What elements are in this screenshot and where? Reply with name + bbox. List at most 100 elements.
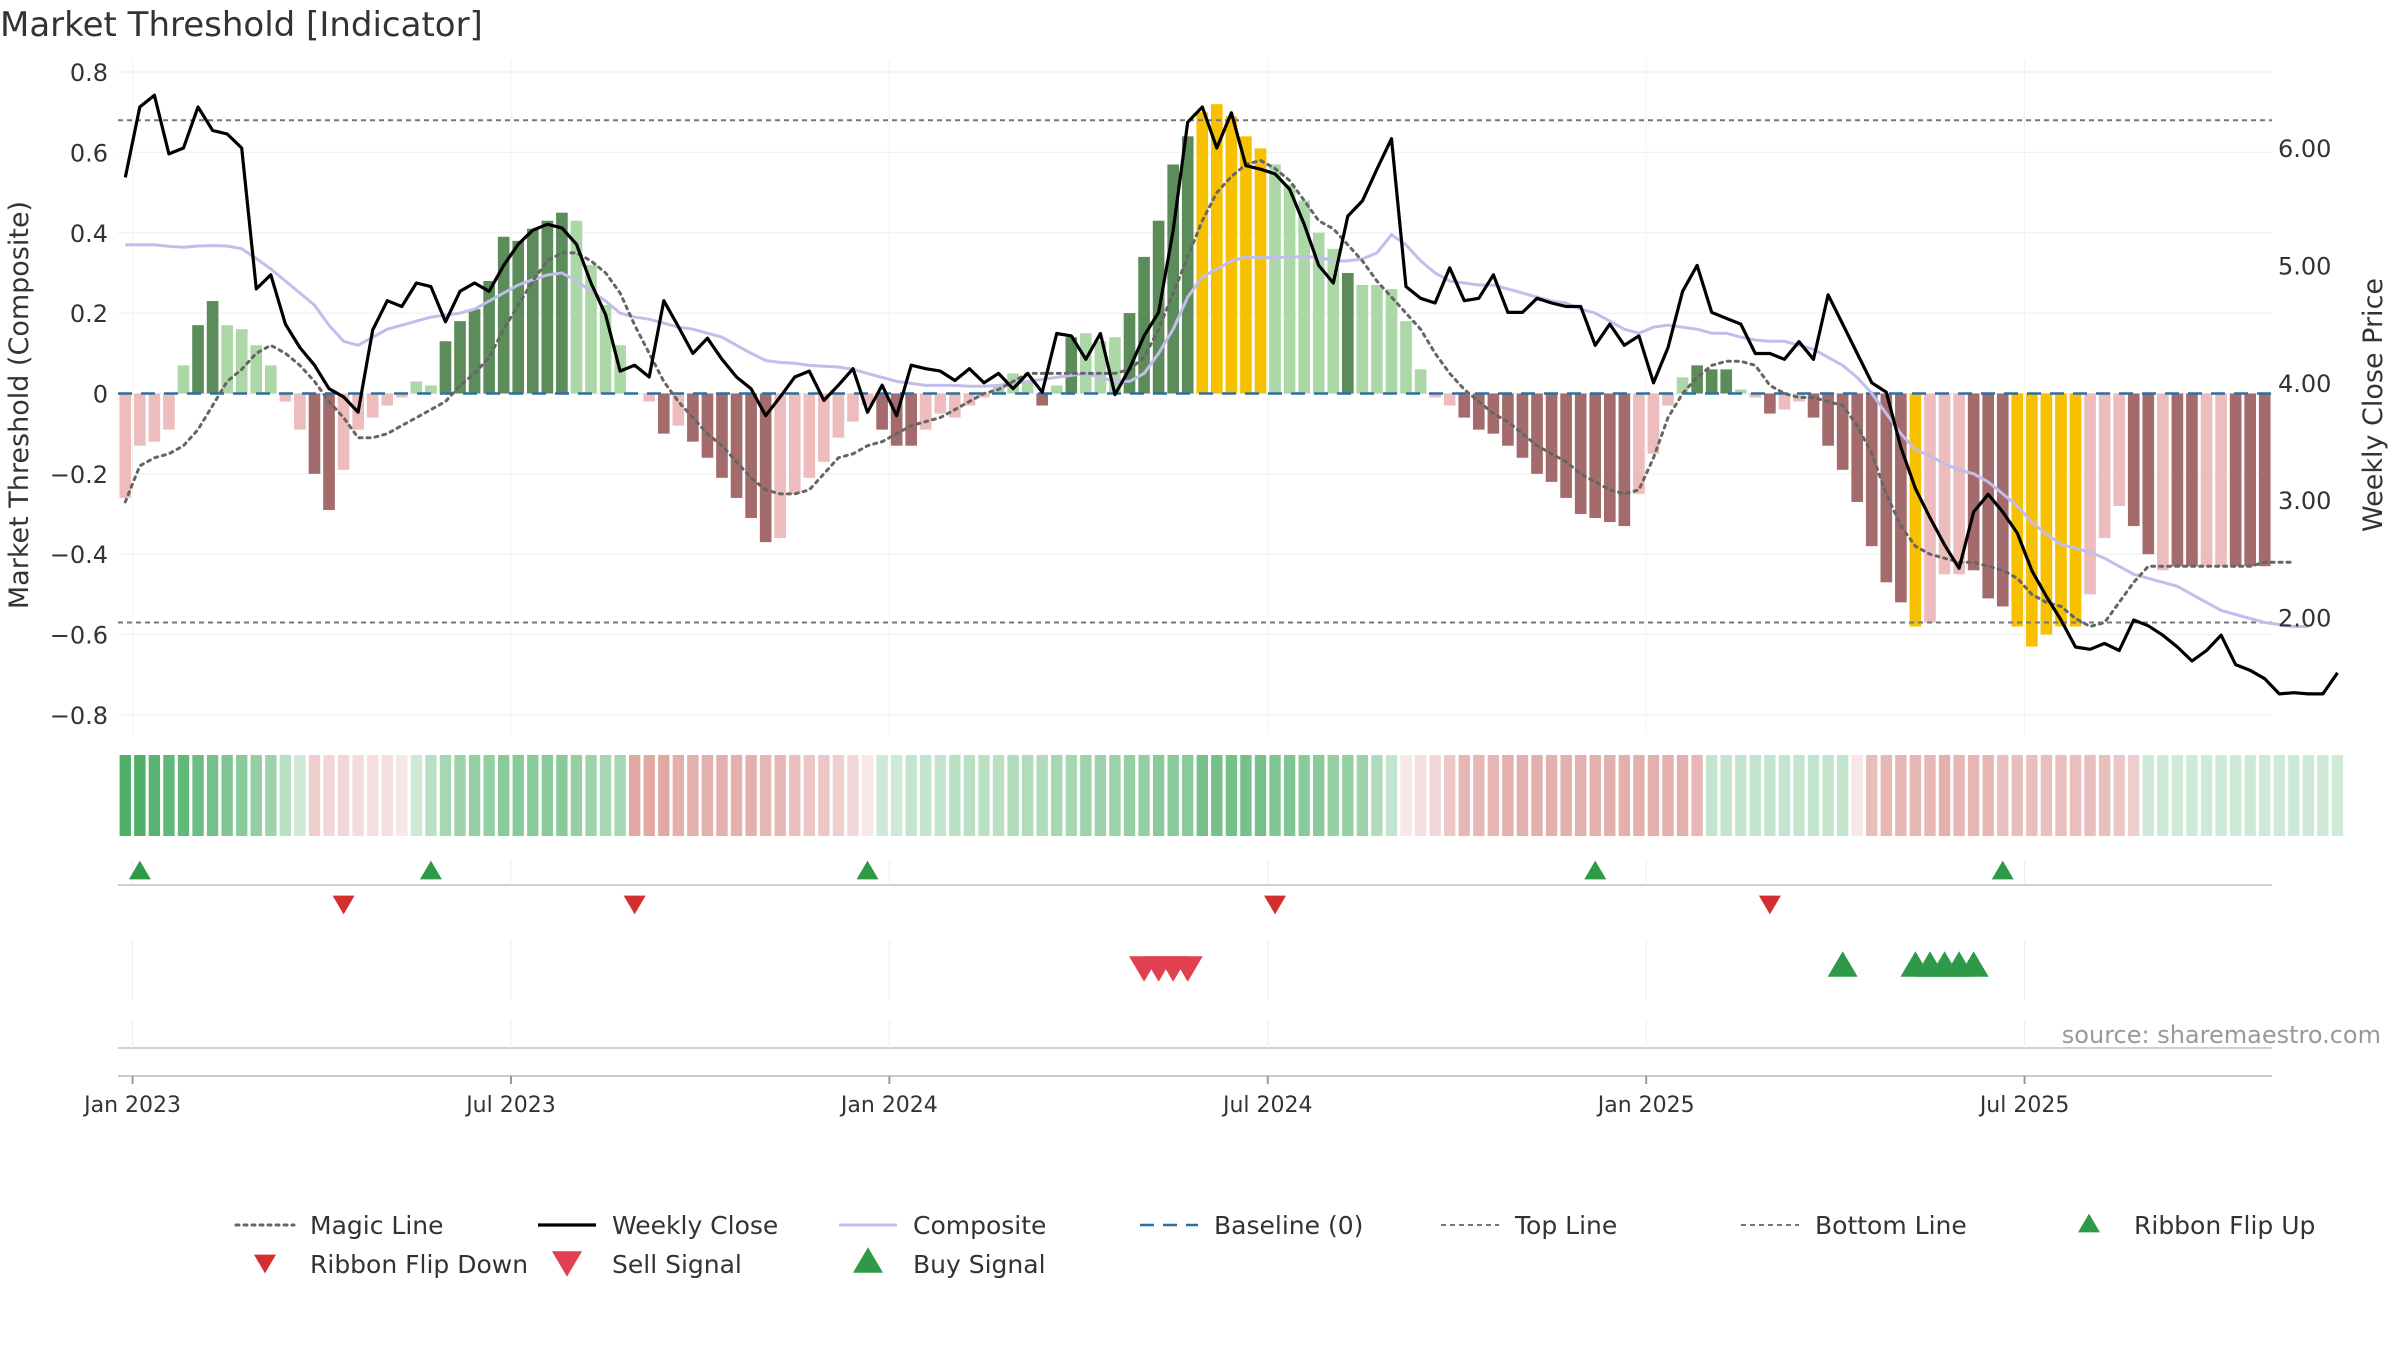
composite-bar <box>847 393 859 422</box>
left-tick-label: 0.6 <box>70 139 108 167</box>
ribbon-cell <box>1924 755 1936 836</box>
ribbon-cell <box>949 755 961 836</box>
composite-bar <box>163 393 175 430</box>
right-tick-label: 3.00 <box>2278 487 2331 515</box>
left-tick-label: −0.8 <box>50 702 108 730</box>
ribbon-cell <box>1487 755 1500 836</box>
ribbon-cell <box>1342 755 1354 836</box>
composite-bar <box>2258 393 2271 567</box>
legend-swatch <box>2078 1213 2100 1233</box>
ribbon-cell <box>1735 755 1747 836</box>
composite-bar <box>1472 393 1485 430</box>
ribbon-cell <box>541 755 554 836</box>
ribbon-cell <box>2011 755 2023 836</box>
legend-swatch <box>254 1254 276 1274</box>
ribbon-cell <box>221 755 233 836</box>
ribbon-cell <box>1836 755 1849 836</box>
right-tick-label: 4.00 <box>2278 370 2331 398</box>
composite-bar <box>905 393 918 446</box>
ribbon-cell <box>367 755 379 836</box>
ribbon-flip-up-marker <box>856 860 879 880</box>
composite-bar <box>1080 333 1092 394</box>
composite-bar <box>832 393 845 438</box>
legend-label: Baseline (0) <box>1214 1211 1363 1240</box>
legend-item: Magic Line <box>234 1211 444 1240</box>
composite-bar <box>1065 337 1078 394</box>
legend-swatch <box>853 1247 883 1273</box>
chart-title: Market Threshold [Indicator] <box>0 5 483 45</box>
legend-swatch <box>552 1251 582 1277</box>
composite-bar <box>1429 393 1441 398</box>
composite-bar <box>2171 393 2184 567</box>
ribbon-cell <box>1065 755 1077 836</box>
ribbon-cell <box>978 755 990 836</box>
composite-bar <box>454 321 466 394</box>
composite-bar <box>148 393 161 442</box>
legend-item: Sell Signal <box>552 1250 742 1279</box>
buy-signal-marker <box>1827 951 1858 977</box>
composite-bar <box>308 393 321 474</box>
ribbon-cell <box>1938 755 1951 836</box>
ribbon-cell <box>1516 755 1529 836</box>
ribbon-cell <box>1749 755 1761 836</box>
ribbon-cell <box>2229 755 2242 836</box>
composite-bar <box>1211 104 1223 394</box>
composite-bar <box>323 393 335 510</box>
ribbon-cell <box>701 755 714 836</box>
ribbon-cell <box>1152 755 1165 836</box>
composite-bar <box>294 393 306 430</box>
legend-item: Ribbon Flip Down <box>254 1250 528 1279</box>
composite-bar <box>1531 393 1543 474</box>
x-tick-label: Jul 2025 <box>1978 1093 2070 1118</box>
right-axis-label: Weekly Close Price <box>2358 278 2389 532</box>
composite-bar <box>949 393 961 418</box>
legend-label: Buy Signal <box>913 1250 1046 1279</box>
ribbon-cell <box>774 755 786 836</box>
ribbon-cell <box>498 755 510 836</box>
legend-item: Top Line <box>1441 1211 1617 1240</box>
ribbon-cell <box>2098 755 2111 836</box>
composite-bar <box>818 393 830 462</box>
ribbon-cell <box>1764 755 1776 836</box>
x-tick-label: Jan 2025 <box>1596 1093 1695 1118</box>
composite-bar <box>1109 337 1121 394</box>
composite-bar <box>1589 393 1602 519</box>
ribbon-cell <box>323 755 335 836</box>
composite-bar <box>657 393 670 434</box>
ribbon-cell <box>1851 755 1863 836</box>
composite-bar <box>919 393 932 430</box>
ribbon-cell <box>527 755 539 836</box>
ribbon-cell <box>352 755 364 836</box>
composite-bar <box>1283 184 1296 394</box>
ribbon-cell <box>1240 755 1252 836</box>
ribbon-cell <box>1720 755 1732 836</box>
composite-bar <box>803 393 816 478</box>
ribbon-cell <box>992 755 1005 836</box>
x-tick-label: Jan 2023 <box>82 1093 181 1118</box>
ribbon-cell <box>454 755 466 836</box>
composite-bar <box>1400 321 1412 394</box>
composite-bar <box>1603 393 1616 523</box>
composite-bar <box>206 301 219 394</box>
ribbon-cell <box>876 755 888 836</box>
ribbon-cell <box>265 755 277 836</box>
left-tick-label: −0.4 <box>50 541 108 569</box>
composite-bar <box>192 325 204 394</box>
composite-bar <box>1458 393 1471 418</box>
composite-bar <box>570 220 583 394</box>
composite-bar <box>730 393 743 498</box>
composite-bar <box>526 228 539 394</box>
ribbon-cell <box>236 755 248 836</box>
ribbon-cell <box>1225 755 1238 836</box>
ribbon-cell <box>1007 755 1019 836</box>
composite-bar <box>1269 164 1281 394</box>
ribbon-cell <box>1545 755 1558 836</box>
composite-bar <box>1778 393 1791 410</box>
ribbon-cell <box>2186 755 2198 836</box>
composite-bar <box>1225 116 1238 394</box>
composite-bar <box>745 393 757 519</box>
left-tick-label: 0.8 <box>70 59 108 87</box>
ribbon-cell <box>1880 755 1892 836</box>
ribbon-cell <box>672 755 684 836</box>
composite-bar <box>788 393 801 494</box>
